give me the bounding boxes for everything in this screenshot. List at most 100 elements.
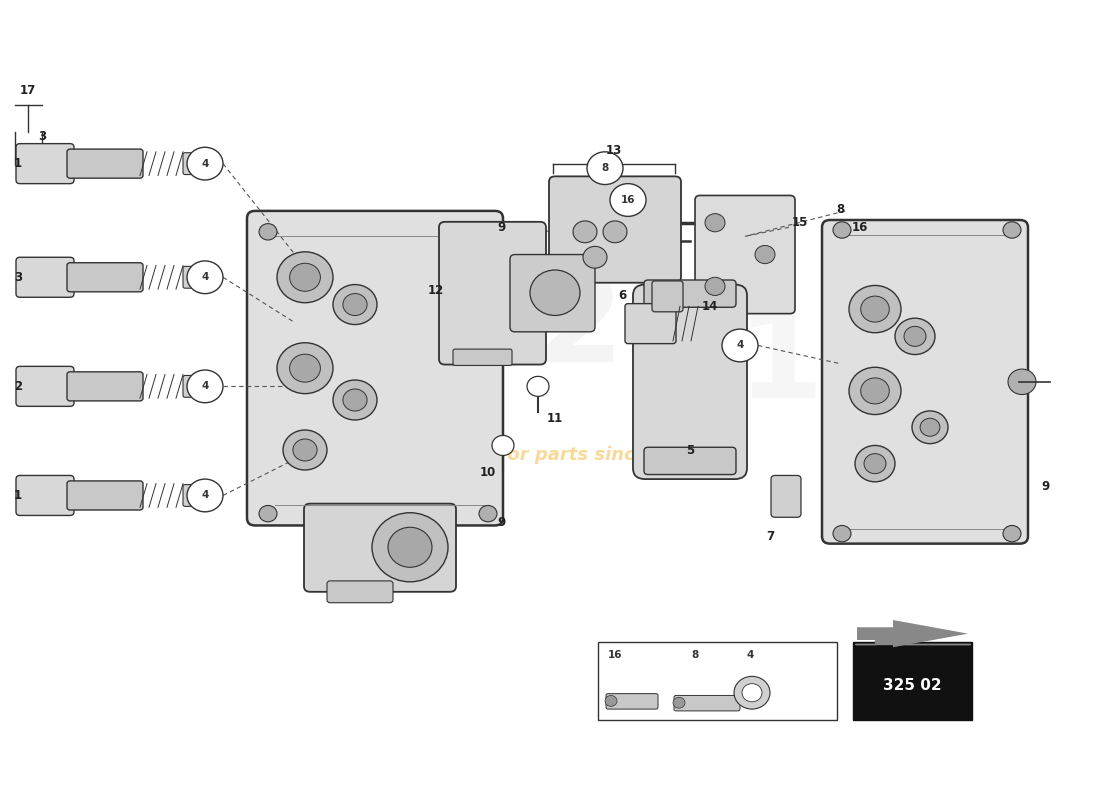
Circle shape	[855, 446, 895, 482]
FancyBboxPatch shape	[822, 220, 1028, 544]
Text: 325 02: 325 02	[882, 678, 942, 693]
Circle shape	[833, 222, 851, 238]
FancyBboxPatch shape	[652, 281, 683, 312]
FancyBboxPatch shape	[644, 447, 736, 474]
Circle shape	[920, 418, 939, 436]
Circle shape	[755, 246, 775, 264]
Text: 4: 4	[201, 490, 209, 501]
FancyBboxPatch shape	[674, 695, 740, 711]
FancyBboxPatch shape	[183, 485, 202, 506]
Circle shape	[734, 676, 770, 709]
Text: 15: 15	[792, 216, 808, 230]
Text: 16: 16	[607, 650, 623, 659]
Text: 16: 16	[851, 221, 868, 234]
Text: 9: 9	[1041, 480, 1049, 493]
Circle shape	[187, 370, 223, 402]
Circle shape	[258, 506, 277, 522]
Circle shape	[605, 695, 617, 706]
Text: 11: 11	[547, 412, 563, 425]
FancyBboxPatch shape	[695, 195, 795, 314]
Circle shape	[343, 389, 367, 411]
Text: 1: 1	[14, 157, 22, 170]
FancyBboxPatch shape	[852, 642, 972, 720]
Text: 9: 9	[498, 516, 506, 530]
FancyBboxPatch shape	[67, 262, 143, 292]
FancyBboxPatch shape	[67, 149, 143, 178]
Polygon shape	[857, 620, 968, 647]
FancyBboxPatch shape	[632, 285, 747, 479]
Circle shape	[1003, 222, 1021, 238]
FancyBboxPatch shape	[16, 258, 74, 298]
Circle shape	[587, 152, 623, 185]
FancyBboxPatch shape	[67, 372, 143, 401]
Circle shape	[673, 698, 685, 708]
Circle shape	[705, 278, 725, 295]
Circle shape	[187, 479, 223, 512]
Circle shape	[289, 354, 320, 382]
FancyBboxPatch shape	[598, 642, 837, 720]
Text: 4: 4	[201, 272, 209, 282]
Text: 2: 2	[537, 266, 624, 388]
Circle shape	[492, 435, 514, 455]
FancyBboxPatch shape	[625, 304, 676, 344]
Text: 9: 9	[498, 221, 506, 234]
Circle shape	[530, 270, 580, 315]
Circle shape	[722, 329, 758, 362]
FancyBboxPatch shape	[439, 222, 546, 365]
Circle shape	[583, 246, 607, 268]
FancyBboxPatch shape	[16, 366, 74, 406]
Circle shape	[187, 147, 223, 180]
Text: 1: 1	[737, 303, 824, 424]
Circle shape	[333, 285, 377, 325]
Text: 5: 5	[686, 443, 694, 457]
FancyBboxPatch shape	[183, 266, 202, 288]
FancyBboxPatch shape	[304, 504, 456, 592]
Circle shape	[849, 367, 901, 414]
Circle shape	[705, 214, 725, 232]
FancyBboxPatch shape	[771, 475, 801, 518]
Circle shape	[289, 263, 320, 291]
Circle shape	[1003, 526, 1021, 542]
Circle shape	[603, 221, 627, 242]
Circle shape	[860, 378, 889, 404]
Circle shape	[478, 224, 497, 240]
Circle shape	[283, 430, 327, 470]
Text: a passion for parts since 1985: a passion for parts since 1985	[397, 446, 703, 463]
Text: 4: 4	[201, 158, 209, 169]
Text: 0: 0	[637, 285, 724, 406]
Text: 16: 16	[620, 195, 636, 205]
Circle shape	[1008, 369, 1036, 394]
FancyBboxPatch shape	[327, 581, 393, 602]
FancyBboxPatch shape	[453, 349, 512, 366]
FancyBboxPatch shape	[248, 211, 503, 526]
Circle shape	[258, 224, 277, 240]
Circle shape	[610, 184, 646, 216]
FancyBboxPatch shape	[510, 254, 595, 332]
Circle shape	[849, 286, 901, 333]
Circle shape	[573, 221, 597, 242]
Text: 8: 8	[692, 650, 698, 659]
Text: 8: 8	[602, 163, 608, 173]
Circle shape	[478, 506, 497, 522]
Text: 3: 3	[37, 130, 46, 143]
FancyBboxPatch shape	[67, 481, 143, 510]
Polygon shape	[855, 629, 970, 644]
Text: 4: 4	[746, 650, 754, 659]
Circle shape	[333, 380, 377, 420]
FancyBboxPatch shape	[644, 280, 736, 307]
Text: 2: 2	[14, 380, 22, 393]
Text: 6: 6	[618, 289, 626, 302]
Circle shape	[277, 252, 333, 302]
Circle shape	[187, 261, 223, 294]
Text: 8: 8	[836, 202, 844, 215]
Text: 7: 7	[766, 530, 774, 543]
Text: 4: 4	[201, 382, 209, 391]
Circle shape	[833, 526, 851, 542]
Text: 2: 2	[832, 303, 918, 424]
Text: 13: 13	[606, 143, 623, 157]
Text: 1: 1	[14, 489, 22, 502]
Circle shape	[527, 376, 549, 396]
FancyBboxPatch shape	[183, 375, 202, 398]
Circle shape	[860, 296, 889, 322]
Circle shape	[372, 513, 448, 582]
